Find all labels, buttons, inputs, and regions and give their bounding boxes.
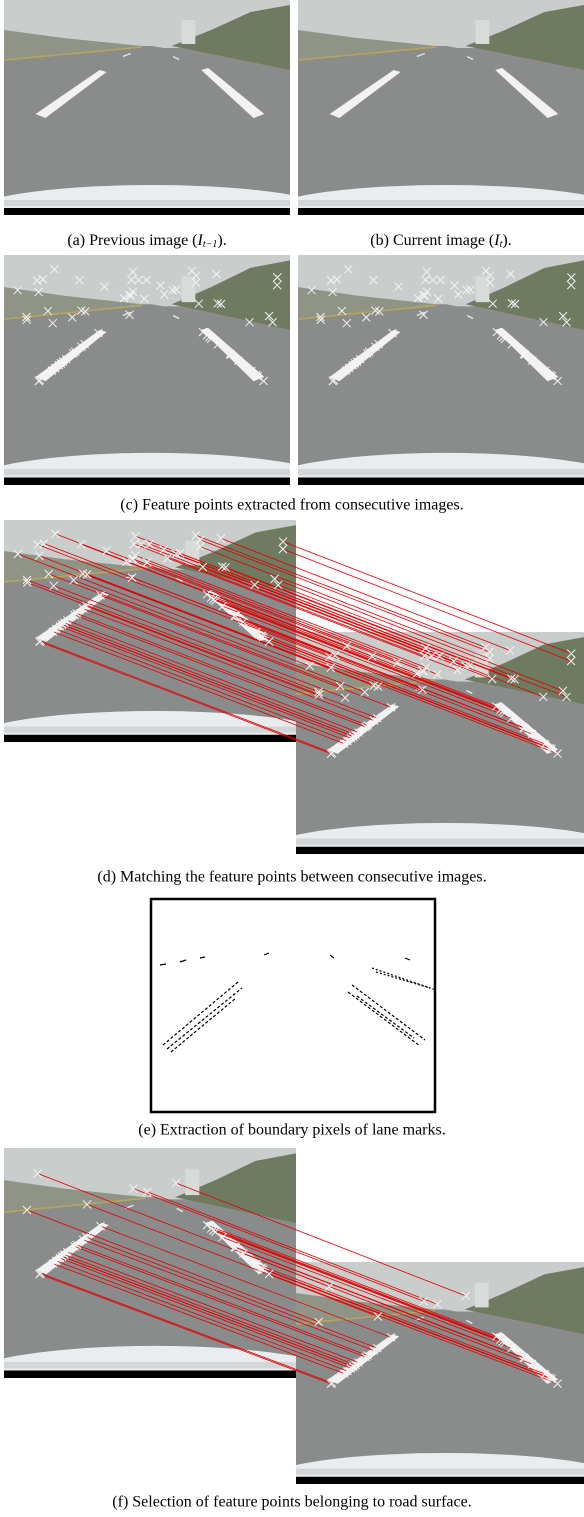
caption-e: (e) Extraction of boundary pixels of lan…: [138, 1122, 445, 1139]
figure: (a) Previous image (It−1). (b) Current i…: [0, 0, 584, 1517]
caption-a: (a) Previous image (It−1).: [67, 232, 226, 251]
current-image: [259, 0, 584, 245]
caption-b: (b) Current image (It).: [370, 232, 511, 251]
caption-text: (a) Previous image (: [67, 232, 197, 249]
boundary-box: [151, 899, 435, 1112]
caption-f: (f) Selection of feature points belongin…: [112, 1494, 471, 1511]
math-subscript: t−1: [203, 239, 218, 250]
caption-d: (d) Matching the feature points between …: [97, 869, 486, 886]
caption-c: (c) Feature points extracted from consec…: [120, 497, 463, 514]
page: (a) Previous image (It−1). (b) Current i…: [0, 0, 584, 1517]
caption-text: (b) Current image (: [370, 232, 494, 249]
feature-image-left: [0, 255, 339, 517]
caption-text: ).: [217, 232, 226, 249]
previous-image: [0, 0, 339, 245]
caption-text: ).: [502, 232, 511, 249]
